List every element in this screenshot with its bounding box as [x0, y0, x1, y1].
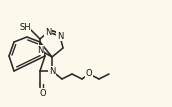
Text: O: O — [86, 70, 92, 79]
Text: N: N — [49, 66, 55, 76]
Text: N: N — [37, 45, 43, 54]
Text: N: N — [57, 31, 63, 41]
Text: SH: SH — [19, 22, 31, 31]
Text: N: N — [45, 27, 51, 36]
Text: O: O — [40, 88, 46, 97]
